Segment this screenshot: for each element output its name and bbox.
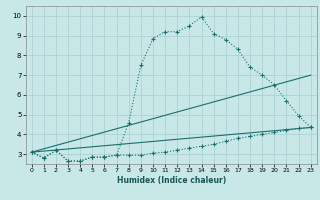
X-axis label: Humidex (Indice chaleur): Humidex (Indice chaleur) (116, 176, 226, 185)
